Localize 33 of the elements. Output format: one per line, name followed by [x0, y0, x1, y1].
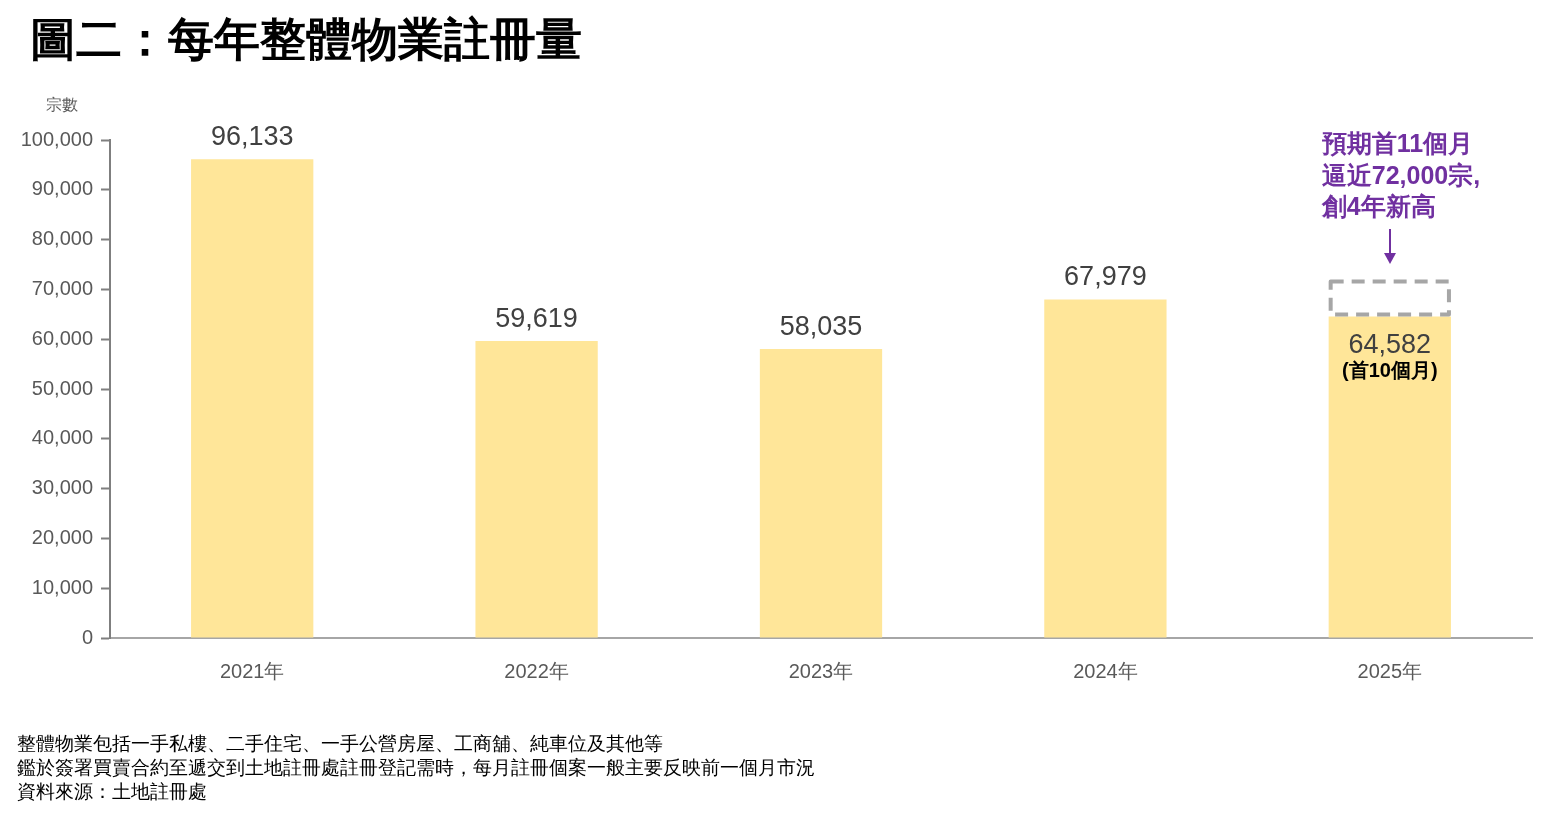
data-label: 67,979	[1064, 261, 1147, 292]
data-label: 59,619	[495, 303, 578, 334]
y-tick-label: 30,000	[31, 476, 93, 499]
y-tick-label: 10,000	[31, 575, 93, 598]
bar	[759, 348, 883, 638]
data-label: 96,133	[210, 121, 294, 152]
y-tick-label: 50,000	[31, 376, 93, 399]
x-tick-label: 2023年	[788, 659, 854, 682]
y-tick-label: 80,000	[31, 227, 93, 250]
y-tick-label: 0	[81, 625, 93, 648]
y-tick-label: 90,000	[31, 177, 93, 200]
annotation: (首10個月)	[1342, 358, 1438, 381]
bar	[1328, 316, 1451, 638]
data-label: 58,035	[779, 310, 863, 341]
y-axis-title: 宗數	[46, 96, 78, 114]
bar	[191, 159, 314, 638]
source-note: 資料來源：土地註冊處	[17, 781, 207, 803]
bar	[475, 341, 598, 638]
bar	[1044, 299, 1167, 638]
y-tick-label: 40,000	[31, 426, 93, 449]
x-tick-label: 2021年	[219, 659, 285, 682]
y-tick-label: 60,000	[31, 326, 93, 349]
y-tick-label: 20,000	[31, 525, 93, 548]
annotation: 預期首11個月逼近72,000宗,創4年新高	[1320, 129, 1481, 221]
x-tick-label: 2022年	[504, 659, 569, 682]
data-label: 64,582	[1348, 329, 1432, 360]
y-tick-label: 100,000	[20, 127, 93, 150]
x-tick-label: 2025年	[1357, 659, 1423, 682]
y-tick-label: 70,000	[31, 276, 93, 299]
chart-title: 圖二：每年整體物業註冊量	[30, 13, 582, 65]
text: 鑑於簽署買賣合約至遞交到土地註冊處註冊登記需時，每月註冊個案一般主要反映前一個月市況	[17, 757, 815, 779]
x-tick-label: 2024年	[1073, 659, 1138, 682]
text: 整體物業包括一手私樓、二手住宅、一手公營房屋、工商舖、純車位及其他等	[17, 733, 663, 755]
